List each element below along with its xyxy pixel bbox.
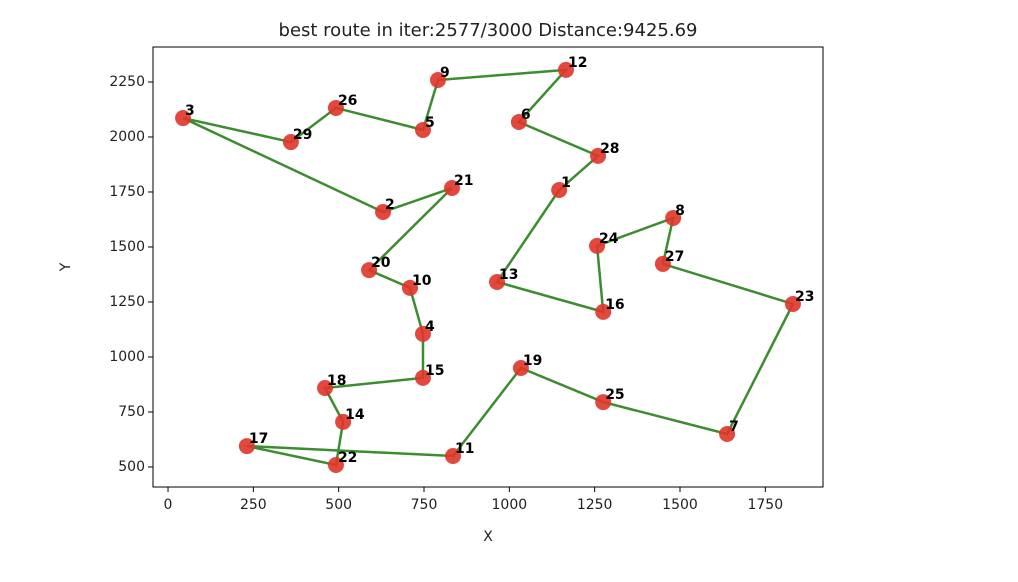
x-tick-label: 500: [325, 497, 352, 513]
city-point: [443, 180, 460, 197]
city-point: [327, 457, 344, 473]
point-label: 24: [599, 231, 619, 247]
point-label: 14: [345, 407, 365, 423]
city-point: [719, 425, 736, 442]
point-label: 6: [521, 107, 531, 123]
plot-frame: [152, 46, 824, 488]
point-label: 18: [327, 373, 346, 389]
point-label: 21: [454, 173, 473, 189]
point-label: 26: [338, 93, 357, 109]
point-label: 10: [412, 273, 432, 289]
city-point: [557, 61, 574, 78]
city-point: [590, 147, 607, 164]
city-point: [595, 303, 612, 320]
city-point: [414, 121, 431, 138]
x-tick-label: 1000: [492, 497, 528, 513]
x-tick-label: 750: [411, 497, 438, 513]
y-axis-label: Y: [58, 262, 74, 272]
city-point: [489, 273, 506, 290]
y-tick-label: 1750: [109, 184, 145, 200]
y-tick-label: 2000: [109, 129, 145, 145]
x-tick-label: 1750: [747, 497, 783, 513]
point-label: 23: [795, 289, 814, 305]
point-label: 5: [425, 115, 435, 131]
y-tick-label: 500: [118, 459, 145, 475]
route-line: [182, 68, 795, 467]
point-label: 15: [425, 363, 444, 379]
city-point: [595, 394, 612, 411]
x-axis-label: X: [483, 529, 493, 545]
x-tick-label: 0: [164, 497, 173, 513]
city-point: [335, 413, 352, 430]
y-tick-label: 1000: [109, 349, 145, 365]
point-label: 8: [675, 203, 685, 219]
point-label: 9: [440, 65, 450, 81]
x-tick-label: 250: [240, 497, 267, 513]
city-point: [551, 182, 568, 198]
city-point: [361, 262, 378, 279]
city-point: [414, 369, 431, 386]
point-label: 17: [249, 431, 268, 447]
x-tick-label: 1250: [577, 497, 613, 513]
point-label: 25: [605, 387, 624, 403]
city-point: [327, 99, 344, 116]
city-point: [784, 295, 801, 312]
y-tick-label: 1250: [109, 294, 145, 310]
x-tick-label: 1500: [662, 497, 698, 513]
point-label: 29: [293, 127, 312, 143]
city-point: [512, 359, 529, 376]
point-label: 28: [600, 141, 619, 157]
point-label: 13: [499, 267, 518, 283]
y-tick-label: 2250: [109, 74, 145, 90]
point-label: 16: [605, 297, 624, 313]
city-point: [238, 438, 255, 455]
city-point: [429, 72, 446, 88]
city-point: [445, 447, 462, 464]
city-point: [317, 380, 334, 396]
city-point: [510, 114, 527, 131]
city-point: [175, 110, 192, 127]
city-point: [375, 204, 392, 220]
city-point: [654, 255, 671, 272]
city-point: [402, 279, 419, 296]
chart-title: best route in iter:2577/3000 Distance:94…: [279, 20, 698, 41]
city-point: [414, 325, 431, 342]
city-point: [665, 209, 682, 226]
city-point: [282, 134, 299, 151]
point-label: 20: [371, 255, 391, 271]
point-label: 27: [665, 249, 684, 265]
point-label: 1: [561, 175, 571, 191]
point-label: 7: [729, 419, 739, 435]
point-label: 19: [523, 353, 542, 369]
point-label: 22: [338, 450, 357, 466]
point-label: 11: [455, 441, 474, 457]
y-tick-label: 1500: [109, 239, 145, 255]
point-label: 4: [425, 319, 435, 335]
point-label: 2: [385, 197, 395, 213]
point-label: 12: [568, 55, 587, 71]
y-tick-label: 750: [118, 404, 145, 420]
city-point: [589, 237, 606, 254]
point-label: 3: [185, 103, 195, 119]
